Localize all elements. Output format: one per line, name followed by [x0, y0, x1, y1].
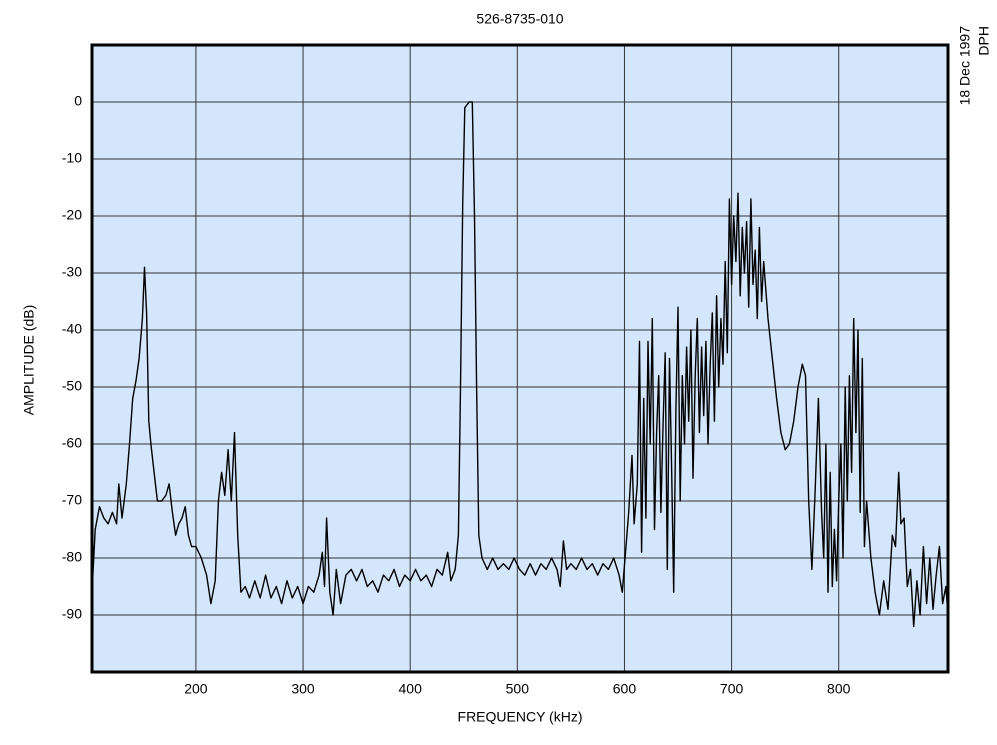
y-tick-label: -10 — [62, 150, 82, 166]
y-tick-label: -50 — [62, 378, 82, 394]
x-tick-label: 700 — [720, 681, 744, 697]
x-tick-label: 300 — [291, 681, 315, 697]
y-axis-label: AMPLITUDE (dB) — [21, 305, 37, 415]
chart-title: 526-8735-010 — [476, 11, 563, 27]
x-axis-label: FREQUENCY (kHz) — [458, 709, 583, 725]
y-tick-label: -30 — [62, 264, 82, 280]
y-tick-label: -90 — [62, 606, 82, 622]
plot-frame — [90, 43, 950, 674]
y-tick-label: -20 — [62, 207, 82, 223]
y-tick-label: -40 — [62, 321, 82, 337]
x-tick-label: 200 — [184, 681, 208, 697]
x-tick-label: 800 — [827, 681, 851, 697]
date-note: 18 Dec 1997 — [957, 26, 973, 106]
y-tick-label: -80 — [62, 549, 82, 565]
x-tick-label: 600 — [613, 681, 637, 697]
spectrum-line — [91, 101, 949, 628]
y-tick-label: 0 — [74, 93, 82, 109]
initials-note: DPH — [976, 26, 992, 56]
x-tick-label: 400 — [399, 681, 423, 697]
y-tick-label: -70 — [62, 492, 82, 508]
y-tick-label: -60 — [62, 435, 82, 451]
plot-background — [92, 45, 948, 672]
x-tick-label: 500 — [506, 681, 530, 697]
